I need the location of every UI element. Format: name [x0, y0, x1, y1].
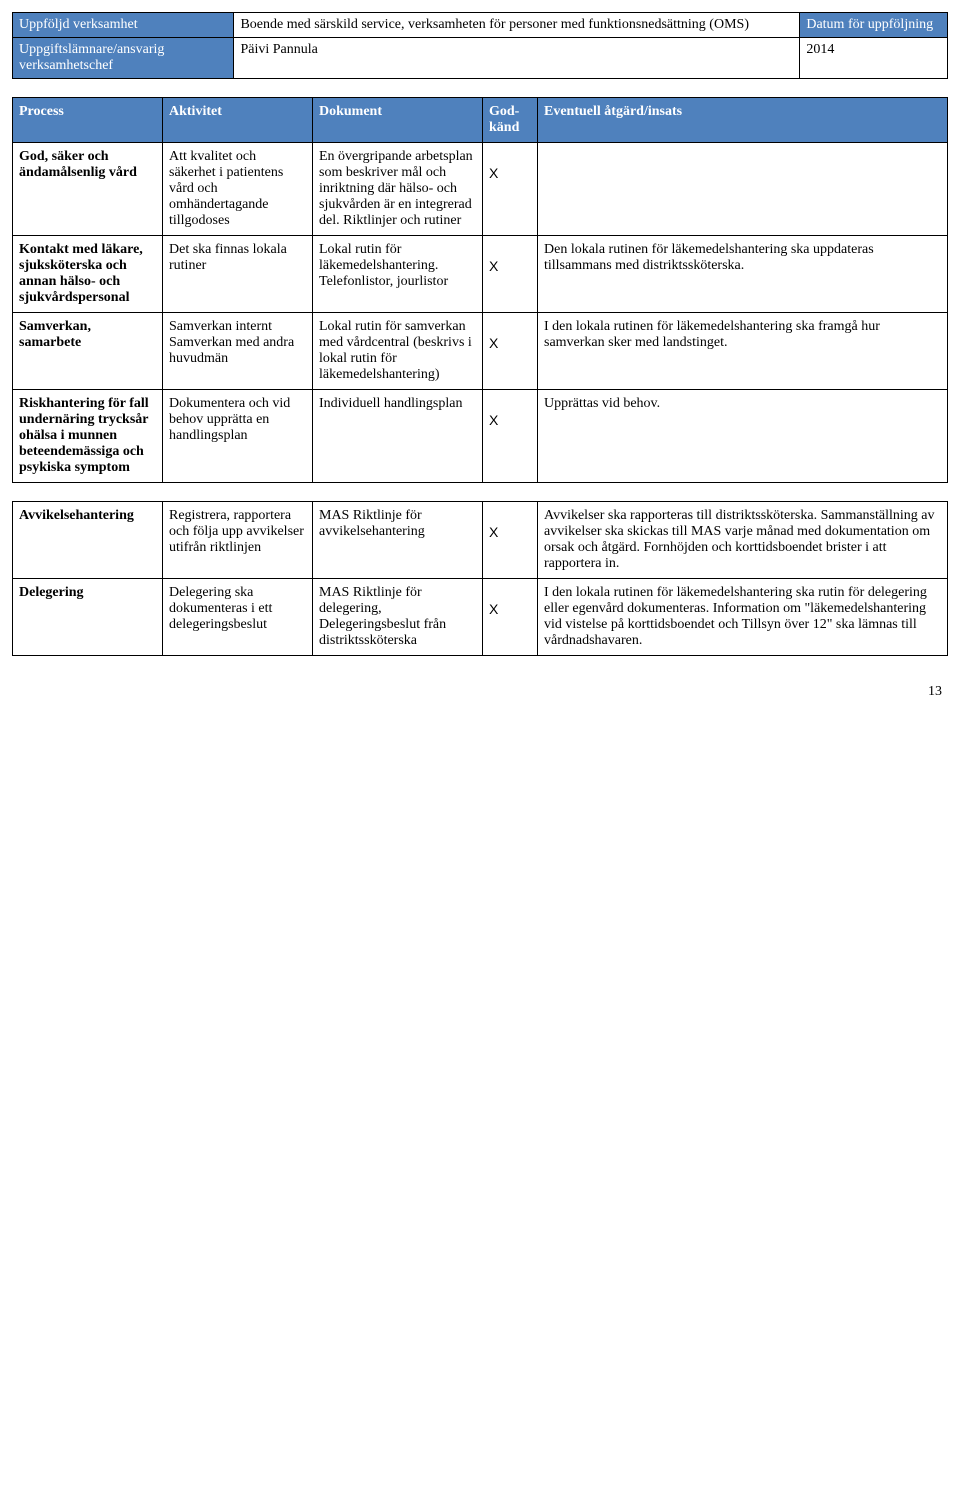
cell-godk: X — [483, 143, 538, 236]
cell-activity: Dokumentera och vid behov upprätta en ha… — [163, 390, 313, 483]
cell-process: Riskhantering för fall undernäring tryck… — [13, 390, 163, 483]
value-chef: Päivi Pannula — [234, 38, 800, 79]
cell-godk: X — [483, 502, 538, 579]
cell-action — [538, 143, 948, 236]
value-year: 2014 — [800, 38, 948, 79]
cell-godk: X — [483, 313, 538, 390]
cell-godk: X — [483, 390, 538, 483]
table-row: God, säker och ändamålsenlig vård Att kv… — [13, 143, 948, 236]
cell-action: Den lokala rutinen för läkemedelshanteri… — [538, 236, 948, 313]
cell-process: Samverkan, samarbete — [13, 313, 163, 390]
cell-godk: X — [483, 579, 538, 656]
cell-document: MAS Riktlinje för avvikelsehantering — [313, 502, 483, 579]
cell-action: Upprättas vid behov. — [538, 390, 948, 483]
cell-process: Kontakt med läkare, sjuksköterska och an… — [13, 236, 163, 313]
label-datum: Datum för uppföljning — [800, 13, 948, 38]
cell-document: Lokal rutin för läkemedelshantering. Tel… — [313, 236, 483, 313]
cell-activity: Att kvalitet och säkerhet i patientens v… — [163, 143, 313, 236]
cell-activity: Samverkan internt Samverkan med andra hu… — [163, 313, 313, 390]
cell-document: Lokal rutin för samverkan med vårdcentra… — [313, 313, 483, 390]
cell-document: MAS Riktlinje för delegering, Delegering… — [313, 579, 483, 656]
cell-activity: Det ska finnas lokala rutiner — [163, 236, 313, 313]
cell-godk: X — [483, 236, 538, 313]
cell-process: Avvikelsehantering — [13, 502, 163, 579]
col-header-document: Dokument — [313, 98, 483, 143]
table-row: Kontakt med läkare, sjuksköterska och an… — [13, 236, 948, 313]
cell-activity: Registrera, rapportera och följa upp avv… — [163, 502, 313, 579]
cell-activity: Delegering ska dokumenteras i ett delege… — [163, 579, 313, 656]
cell-process: Delegering — [13, 579, 163, 656]
col-header-godk: God-känd — [483, 98, 538, 143]
table-row: Samverkan, samarbete Samverkan internt S… — [13, 313, 948, 390]
table-row: Avvikelsehantering Registrera, rapporter… — [13, 502, 948, 579]
cell-action: Avvikelser ska rapporteras till distrikt… — [538, 502, 948, 579]
cell-process: God, säker och ändamålsenlig vård — [13, 143, 163, 236]
cell-action: I den lokala rutinen för läkemedelshante… — [538, 313, 948, 390]
col-header-action: Eventuell åtgärd/insats — [538, 98, 948, 143]
table-row: Delegering Delegering ska dokumenteras i… — [13, 579, 948, 656]
header-table: Uppföljd verksamhet Boende med särskild … — [12, 12, 948, 79]
main-table-1: Process Aktivitet Dokument God-känd Even… — [12, 97, 948, 483]
cell-action: I den lokala rutinen för läkemedelshante… — [538, 579, 948, 656]
main-table-2: Avvikelsehantering Registrera, rapporter… — [12, 501, 948, 656]
value-verksamhet: Boende med särskild service, verksamhete… — [234, 13, 800, 38]
table-row: Riskhantering för fall undernäring tryck… — [13, 390, 948, 483]
col-header-process: Process — [13, 98, 163, 143]
label-uppgiftslamnare: Uppgiftslämnare/ansvarig verksamhetschef — [13, 38, 234, 79]
cell-document: Individuell handlingsplan — [313, 390, 483, 483]
cell-document: En övergripande arbetsplan som beskriver… — [313, 143, 483, 236]
label-uppfoljd: Uppföljd verksamhet — [13, 13, 234, 38]
col-header-activity: Aktivitet — [163, 98, 313, 143]
page-number: 13 — [12, 684, 948, 700]
